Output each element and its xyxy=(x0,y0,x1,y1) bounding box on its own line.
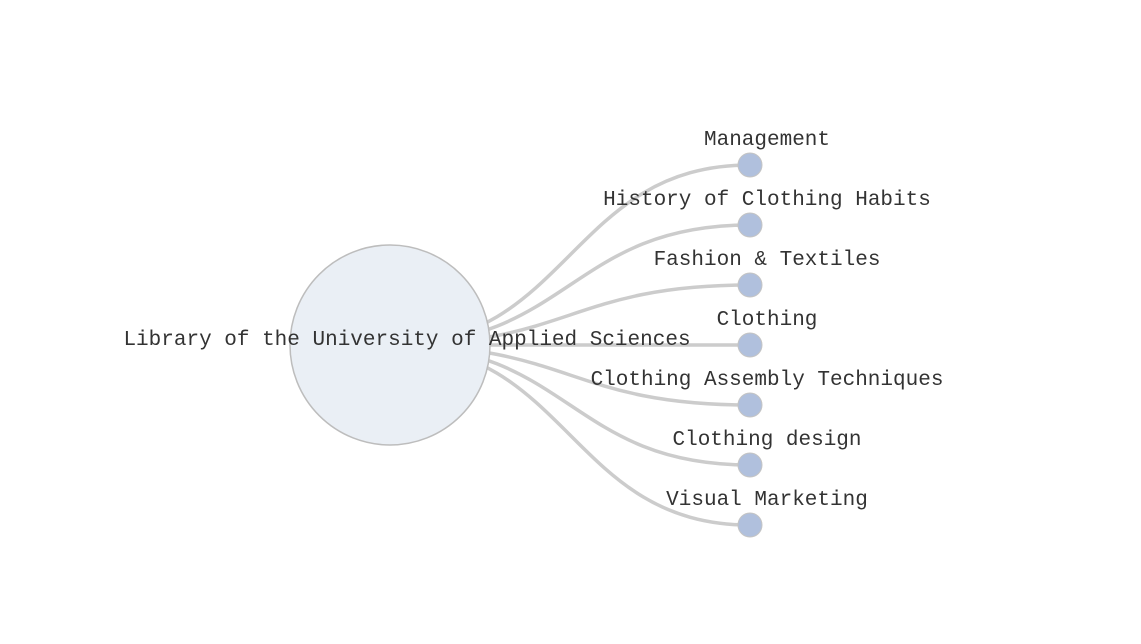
root-node-label: Library of the University of Applied Sci… xyxy=(123,329,690,352)
leaf-node-label-5: Clothing design xyxy=(672,429,861,452)
leaf-node-circle-0[interactable] xyxy=(737,152,763,178)
nodes-group xyxy=(289,152,763,538)
labels-group: Library of the University of Applied Sci… xyxy=(123,129,943,512)
leaf-node-circle-1[interactable] xyxy=(737,212,763,238)
leaf-node-label-0: Management xyxy=(704,129,830,152)
leaf-node-label-4: Clothing Assembly Techniques xyxy=(591,369,944,392)
root-node-circle[interactable] xyxy=(289,244,491,446)
leaf-node-circle-2[interactable] xyxy=(737,272,763,298)
leaf-node-label-2: Fashion & Textiles xyxy=(654,249,881,272)
leaf-node-label-1: History of Clothing Habits xyxy=(603,189,931,212)
leaf-node-circle-5[interactable] xyxy=(737,452,763,478)
leaf-node-circle-6[interactable] xyxy=(737,512,763,538)
leaf-node-label-3: Clothing xyxy=(717,309,818,332)
leaf-node-label-6: Visual Marketing xyxy=(666,489,868,512)
leaf-node-circle-4[interactable] xyxy=(737,392,763,418)
leaf-node-circle-3[interactable] xyxy=(737,332,763,358)
